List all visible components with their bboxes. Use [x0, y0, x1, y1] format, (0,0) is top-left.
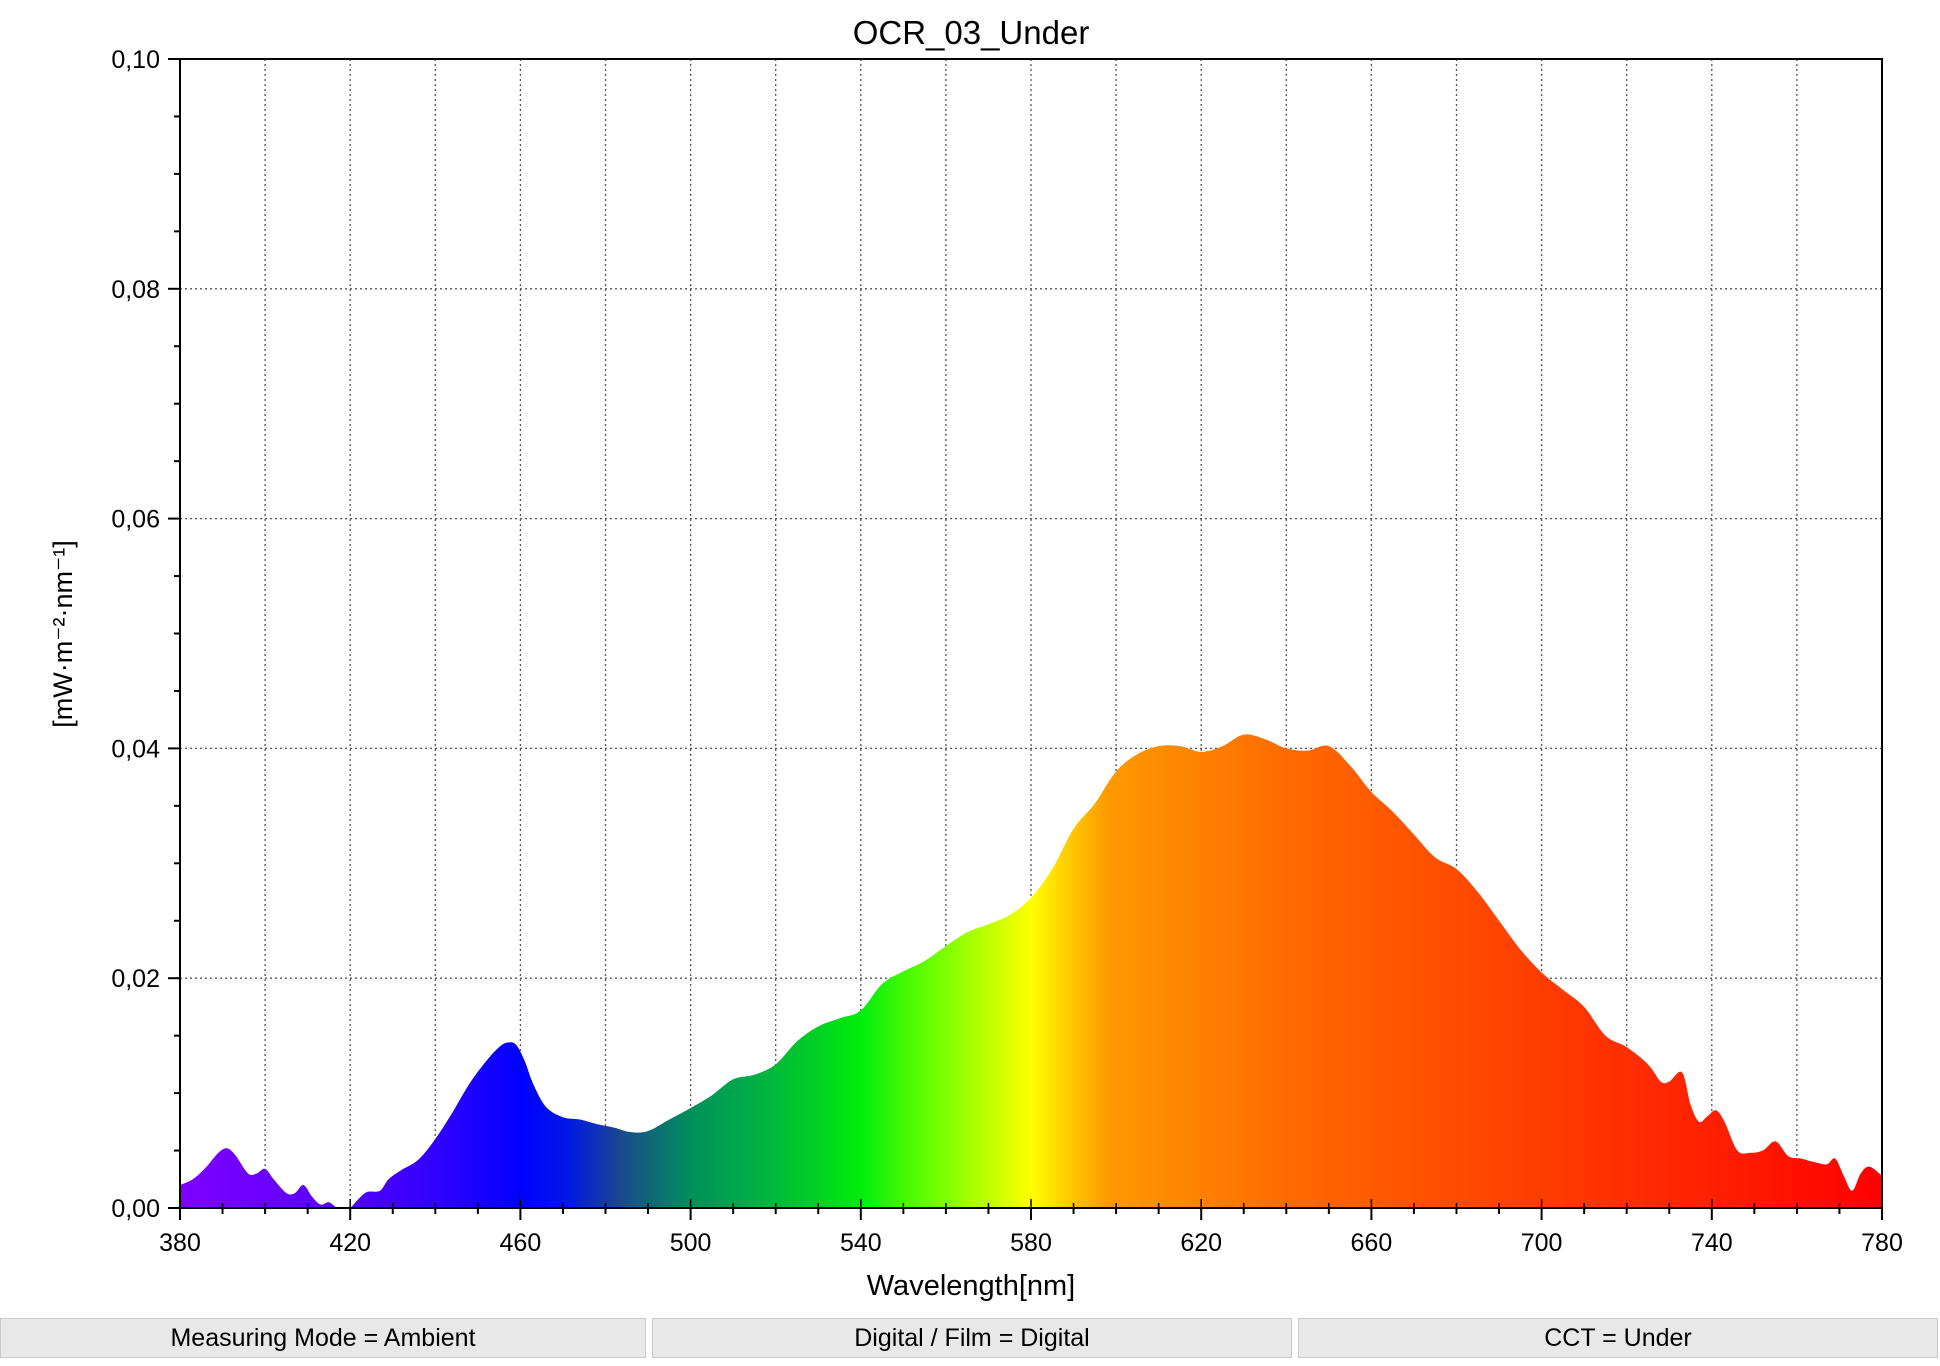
y-tick-label: 0,10	[111, 46, 160, 74]
cct-field: CCT = Under	[1298, 1318, 1938, 1358]
x-tick-label: 700	[1521, 1229, 1563, 1257]
x-tick-label: 460	[500, 1229, 542, 1257]
x-tick-label: 540	[840, 1229, 882, 1257]
y-tick-label: 0,04	[111, 735, 160, 763]
x-tick-label: 580	[1010, 1229, 1052, 1257]
x-tick-label: 780	[1861, 1229, 1903, 1257]
y-axis: 0,00 0,02 0,04 0,06 0,08 0,10	[111, 46, 180, 1223]
y-axis-label: [mW·m⁻²·nm⁻¹]	[48, 540, 78, 727]
x-tick-label: 620	[1180, 1229, 1222, 1257]
x-tick-label: 380	[159, 1229, 201, 1257]
digital-film-field: Digital / Film = Digital	[652, 1318, 1292, 1358]
spectrum-chart: OCR_03_Under 380 420 460 500 540 580 620 660 700…	[48, 14, 1903, 1302]
x-axis: 380 420 460 500 540 580 620 660 700 740 780	[159, 1199, 1903, 1257]
x-tick-label: 660	[1351, 1229, 1393, 1257]
y-tick-label: 0,00	[111, 1195, 160, 1223]
chart-title: OCR_03_Under	[853, 14, 1090, 51]
x-axis-label: Wavelength[nm]	[867, 1270, 1075, 1302]
x-tick-label: 500	[670, 1229, 712, 1257]
x-tick-label: 740	[1691, 1229, 1733, 1257]
x-tick-label: 420	[329, 1229, 371, 1257]
y-tick-label: 0,08	[111, 276, 160, 304]
y-tick-label: 0,02	[111, 965, 160, 993]
spectrum-area	[180, 734, 1882, 1208]
y-tick-label: 0,06	[111, 506, 160, 534]
measuring-mode-field: Measuring Mode = Ambient	[0, 1318, 646, 1358]
status-bar: Measuring Mode = Ambient Digital / Film …	[0, 1318, 1940, 1362]
